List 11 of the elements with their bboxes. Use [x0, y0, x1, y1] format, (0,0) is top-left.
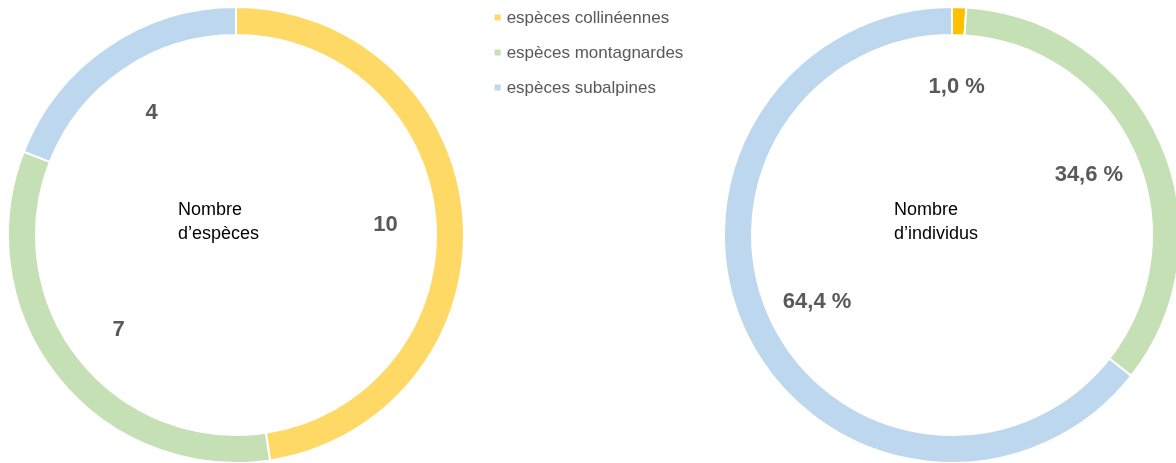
data-label: 7 [112, 316, 125, 342]
slice-label: Nombre d’espèces [178, 199, 260, 243]
slice-label: Nombre d’individus [894, 199, 979, 243]
data-label: 64,4 % [782, 288, 852, 314]
legend-label: espèces montagnardes [506, 43, 684, 62]
data-label: 1,0 % [928, 72, 985, 98]
legend-label: espèces collinéennes [506, 8, 670, 27]
data-label: 4 [145, 98, 159, 124]
data-label: 10 [373, 211, 398, 237]
data-label: 34,6 % [1054, 161, 1124, 187]
legend-label: espèces subalpines [506, 78, 656, 97]
